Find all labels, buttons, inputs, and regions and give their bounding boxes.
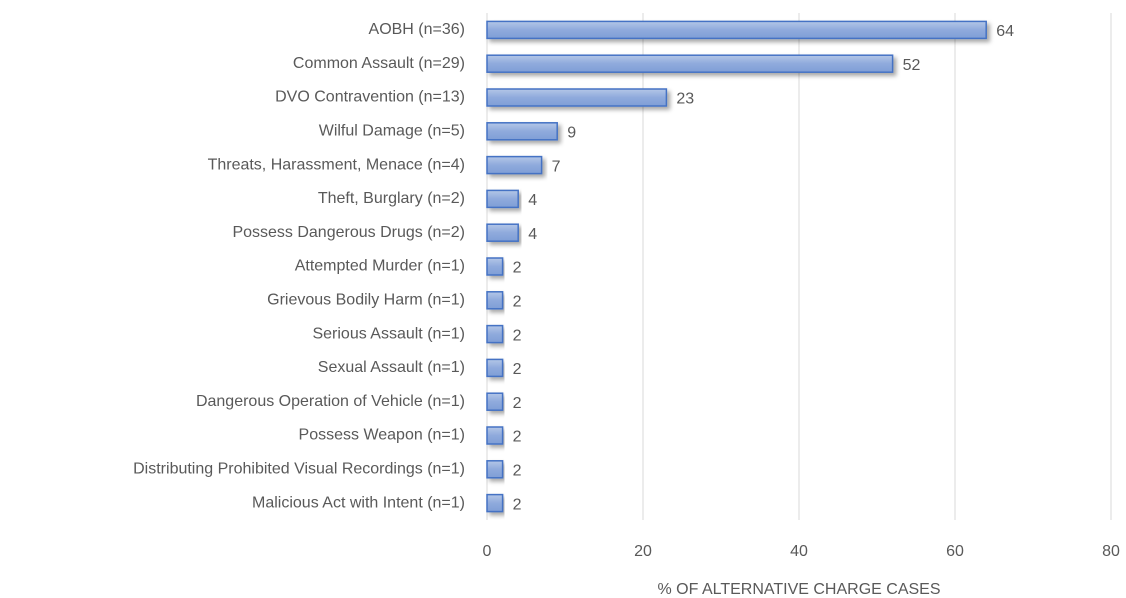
data-label: 2 [513, 429, 522, 446]
bar [486, 122, 558, 141]
data-label: 2 [513, 395, 522, 412]
bar [486, 189, 519, 209]
y-tick-label: Sexual Assault (n=1) [318, 359, 465, 376]
bar [486, 460, 504, 479]
y-tick-label: Grievous Bodily Harm (n=1) [267, 292, 465, 309]
y-tick-label: Distributing Prohibited Visual Recording… [133, 461, 465, 478]
bar [486, 257, 504, 276]
y-tick-label: Malicious Act with Intent (n=1) [252, 494, 465, 511]
x-tick-label: 60 [946, 543, 964, 560]
data-label: 2 [513, 496, 522, 513]
y-tick-label: Possess Weapon (n=1) [299, 427, 465, 444]
data-label: 4 [528, 226, 537, 243]
bar [486, 392, 504, 411]
data-label: 9 [567, 125, 576, 142]
data-label: 7 [552, 158, 561, 175]
data-label: 2 [513, 361, 522, 378]
y-tick-label: AOBH (n=36) [369, 21, 465, 38]
bar [486, 54, 894, 73]
bar [486, 493, 504, 513]
data-label: 2 [513, 260, 522, 277]
y-tick-label: Serious Assault (n=1) [312, 325, 465, 342]
bar [486, 426, 504, 445]
x-axis-title: % OF ALTERNATIVE CHARGE CASES [657, 581, 940, 598]
bar [486, 223, 519, 242]
bar [486, 324, 504, 344]
y-tick-label: Theft, Burglary (n=2) [318, 190, 465, 207]
y-tick-label: Common Assault (n=29) [293, 55, 465, 72]
data-label: 64 [996, 23, 1014, 40]
bar [486, 291, 504, 310]
x-tick-label: 0 [483, 543, 492, 560]
y-tick-label: DVO Contravention (n=13) [275, 89, 465, 106]
x-tick-label: 80 [1102, 543, 1120, 560]
y-tick-label: Dangerous Operation of Vehicle (n=1) [196, 393, 465, 410]
data-label: 2 [513, 294, 522, 311]
y-tick-label: Possess Dangerous Drugs (n=2) [232, 224, 465, 241]
y-tick-label: Threats, Harassment, Menace (n=4) [208, 156, 465, 173]
x-tick-label: 40 [790, 543, 808, 560]
data-label: 4 [528, 192, 537, 209]
y-tick-label: Wilful Damage (n=5) [319, 123, 465, 140]
bar [486, 88, 668, 107]
data-label: 2 [513, 327, 522, 344]
data-label: 23 [676, 91, 694, 108]
bar [486, 155, 543, 175]
x-tick-label: 20 [634, 543, 652, 560]
y-tick-label: Attempted Murder (n=1) [295, 258, 465, 275]
data-label: 52 [903, 57, 921, 74]
bar [486, 20, 987, 40]
data-label: 2 [513, 463, 522, 480]
bar [486, 358, 504, 378]
